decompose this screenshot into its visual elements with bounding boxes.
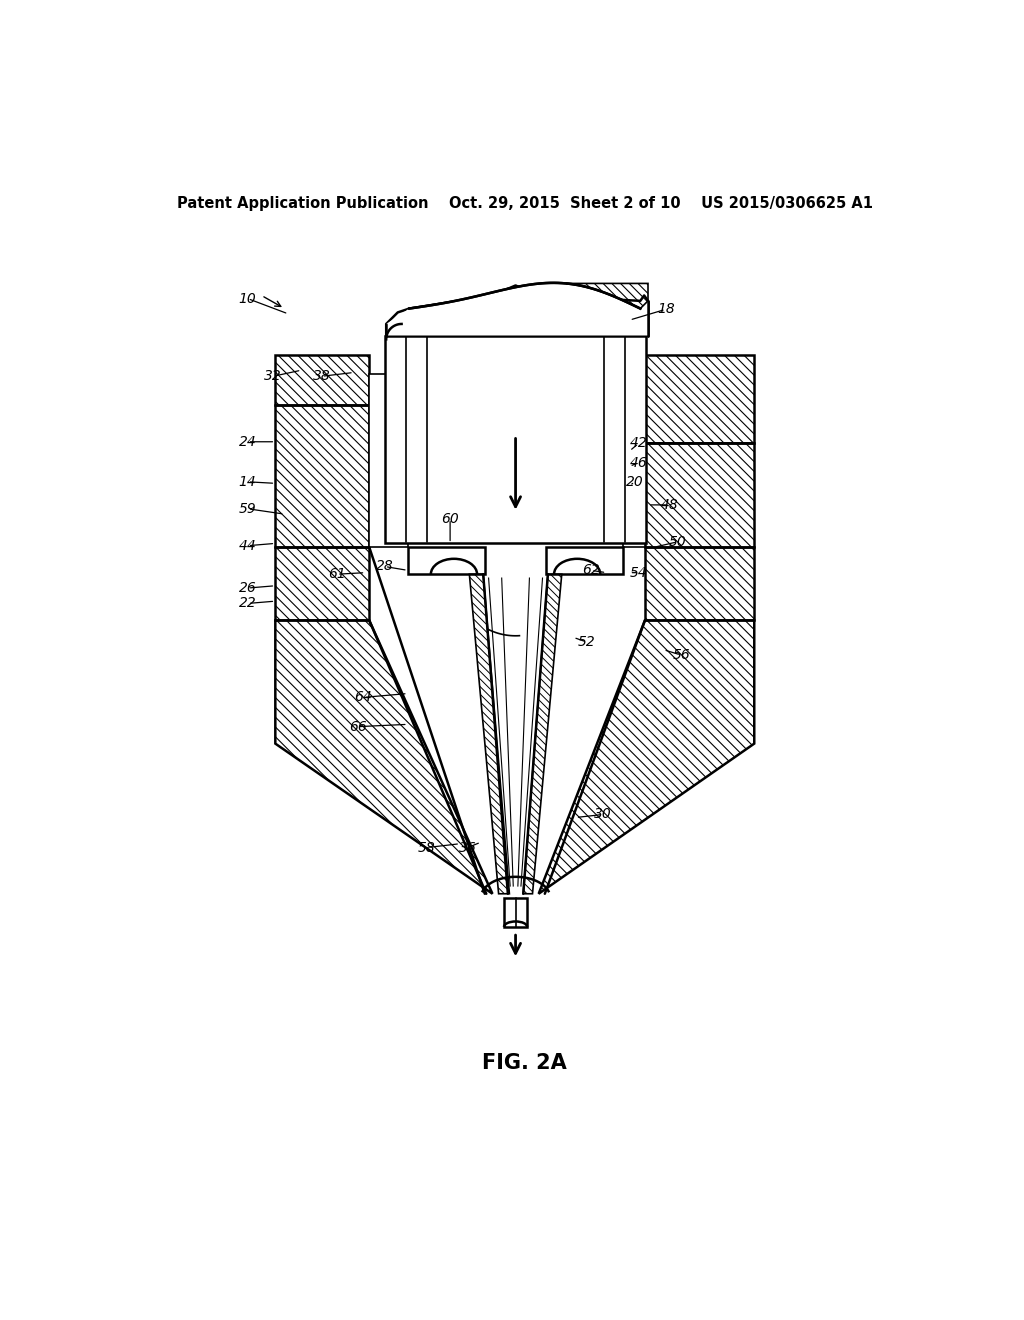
Text: 60: 60	[441, 512, 459, 525]
Text: 64: 64	[354, 690, 372, 705]
Text: 44: 44	[239, 539, 256, 553]
Text: FIG. 2A: FIG. 2A	[482, 1053, 567, 1073]
Text: 26: 26	[239, 581, 256, 595]
Text: 28: 28	[376, 560, 393, 573]
Text: 56: 56	[672, 648, 690, 663]
Text: 66: 66	[349, 719, 367, 734]
Polygon shape	[370, 374, 408, 548]
Text: 10: 10	[239, 292, 256, 305]
Text: 20: 20	[626, 475, 644, 488]
Text: 46: 46	[630, 455, 647, 470]
Text: 18: 18	[656, 302, 675, 317]
Text: 42: 42	[630, 437, 647, 450]
Text: 14: 14	[239, 475, 256, 488]
Text: 58: 58	[418, 841, 436, 854]
Text: 38: 38	[312, 370, 331, 383]
Text: 52: 52	[578, 635, 595, 649]
Text: 22: 22	[239, 597, 256, 610]
Polygon shape	[408, 548, 484, 574]
Text: 50: 50	[669, 535, 686, 549]
Text: 32: 32	[264, 370, 282, 383]
Text: 48: 48	[660, 498, 679, 512]
Polygon shape	[385, 335, 646, 544]
Text: 24: 24	[239, 434, 256, 449]
Polygon shape	[504, 898, 527, 927]
Text: 54: 54	[630, 566, 647, 579]
Text: 59: 59	[239, 502, 256, 516]
Text: 36: 36	[459, 841, 477, 854]
Polygon shape	[547, 548, 624, 574]
Text: Patent Application Publication    Oct. 29, 2015  Sheet 2 of 10    US 2015/030662: Patent Application Publication Oct. 29, …	[177, 195, 872, 211]
Text: 61: 61	[328, 568, 346, 581]
Text: 62: 62	[583, 564, 600, 577]
Polygon shape	[624, 374, 645, 548]
Text: 30: 30	[595, 808, 612, 821]
Polygon shape	[386, 282, 648, 335]
